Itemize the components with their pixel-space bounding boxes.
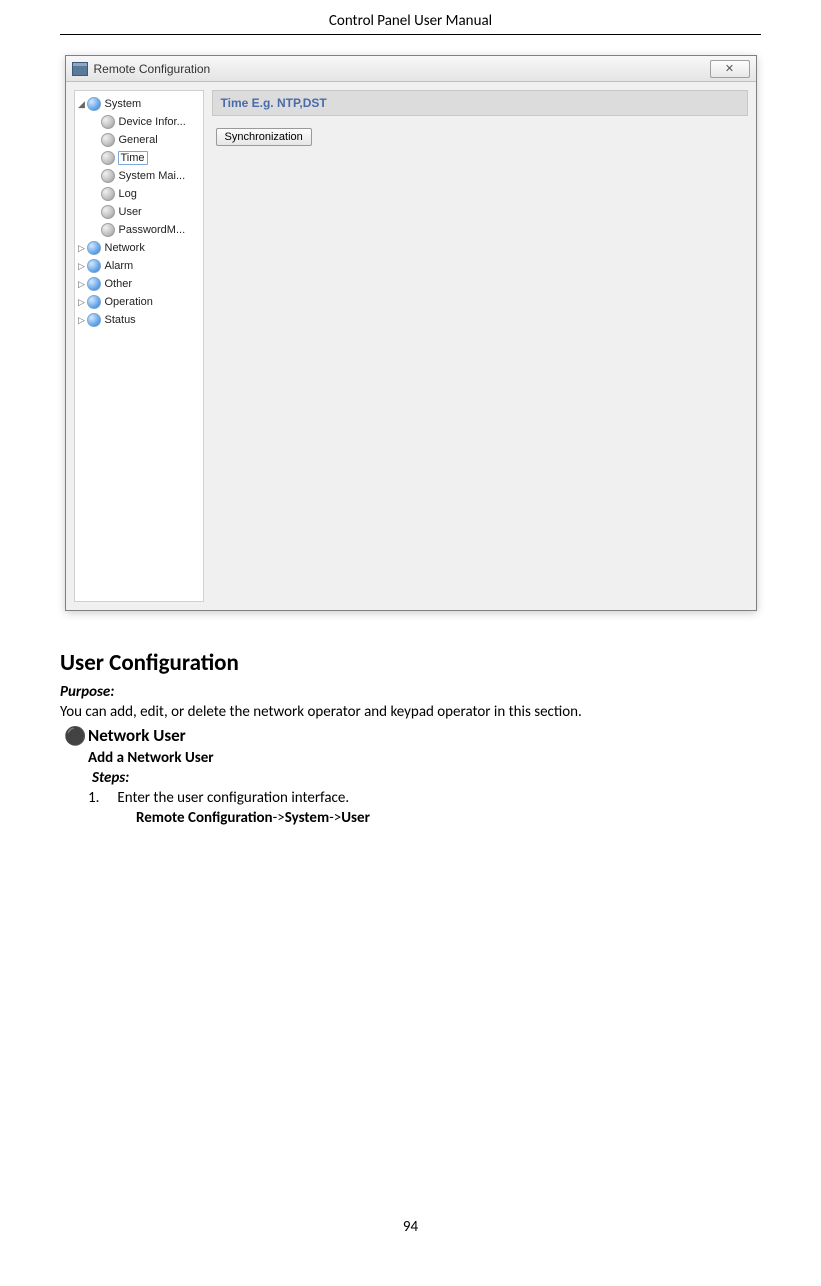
step-number: 1. bbox=[88, 789, 114, 807]
gear-icon bbox=[101, 205, 115, 219]
page-header: Control Panel User Manual bbox=[60, 0, 761, 35]
globe-icon bbox=[87, 97, 101, 111]
expander-icon[interactable]: ▷ bbox=[77, 279, 87, 290]
tree-item-general[interactable]: General bbox=[75, 131, 203, 149]
nav-seg-b: System bbox=[285, 809, 329, 827]
synchronization-button[interactable]: Synchronization bbox=[216, 128, 312, 146]
nav-path: Remote Configuration->System->User bbox=[136, 809, 761, 827]
page-number: 94 bbox=[403, 1218, 418, 1236]
bullet-marker-icon: ⚫ bbox=[60, 725, 88, 747]
tree-label: System Mai... bbox=[118, 170, 187, 182]
window-app-icon bbox=[72, 62, 88, 76]
tree-item-passwordm[interactable]: PasswordM... bbox=[75, 221, 203, 239]
purpose-label: Purpose: bbox=[60, 683, 761, 701]
window-titlebar: Remote Configuration ✕ bbox=[66, 56, 756, 82]
remote-config-window: Remote Configuration ✕ ◢ System Device I… bbox=[65, 55, 757, 611]
tree-item-network[interactable]: ▷ Network bbox=[75, 239, 203, 257]
expander-icon[interactable]: ▷ bbox=[77, 243, 87, 254]
page-footer: 94 bbox=[0, 1218, 821, 1236]
tree-item-system-mai[interactable]: System Mai... bbox=[75, 167, 203, 185]
tree-item-device-info[interactable]: Device Infor... bbox=[75, 113, 203, 131]
main-content-area: Synchronization bbox=[212, 116, 748, 602]
nav-seg-a: Remote Configuration bbox=[136, 809, 273, 827]
bullet-content: Network User Add a Network User Steps: 1… bbox=[88, 725, 761, 827]
tree-item-operation[interactable]: ▷ Operation bbox=[75, 293, 203, 311]
tree-label: Status bbox=[104, 314, 137, 326]
window-title: Remote Configuration bbox=[94, 62, 710, 76]
gear-icon bbox=[101, 133, 115, 147]
tree-item-status[interactable]: ▷ Status bbox=[75, 311, 203, 329]
nav-seg-c: User bbox=[341, 809, 370, 827]
bullet-section: ⚫ Network User Add a Network User Steps:… bbox=[60, 725, 761, 827]
page-content: Remote Configuration ✕ ◢ System Device I… bbox=[0, 35, 821, 827]
section-header: Time E.g. NTP,DST bbox=[212, 90, 748, 116]
tree-panel: ◢ System Device Infor... General Time bbox=[74, 90, 204, 602]
gear-icon bbox=[101, 223, 115, 237]
tree-label: System bbox=[104, 98, 143, 110]
sub-subsection-heading: Add a Network User bbox=[88, 749, 761, 767]
tree-item-system[interactable]: ◢ System bbox=[75, 95, 203, 113]
expander-icon[interactable]: ◢ bbox=[77, 99, 87, 110]
gear-icon bbox=[101, 169, 115, 183]
tree-label: Time bbox=[118, 151, 148, 165]
tree-item-log[interactable]: Log bbox=[75, 185, 203, 203]
globe-icon bbox=[87, 241, 101, 255]
doc-body: User Configuration Purpose: You can add,… bbox=[60, 649, 761, 827]
section-header-text: Time E.g. NTP,DST bbox=[221, 96, 327, 110]
expander-icon[interactable]: ▷ bbox=[77, 297, 87, 308]
close-button[interactable]: ✕ bbox=[710, 60, 750, 78]
globe-icon bbox=[87, 313, 101, 327]
window-body: ◢ System Device Infor... General Time bbox=[66, 82, 756, 610]
gear-icon bbox=[101, 187, 115, 201]
tree-item-user[interactable]: User bbox=[75, 203, 203, 221]
tree-label: Device Infor... bbox=[118, 116, 187, 128]
expander-icon[interactable]: ▷ bbox=[77, 261, 87, 272]
tree-item-other[interactable]: ▷ Other bbox=[75, 275, 203, 293]
tree-label: PasswordM... bbox=[118, 224, 187, 236]
tree-label: Alarm bbox=[104, 260, 135, 272]
purpose-text: You can add, edit, or delete the network… bbox=[60, 703, 761, 721]
tree-item-time[interactable]: Time bbox=[75, 149, 203, 167]
tree-item-alarm[interactable]: ▷ Alarm bbox=[75, 257, 203, 275]
tree-label: General bbox=[118, 134, 159, 146]
section-heading: User Configuration bbox=[60, 649, 761, 677]
tree-label: Log bbox=[118, 188, 138, 200]
tree-label: Other bbox=[104, 278, 134, 290]
tree-label: Operation bbox=[104, 296, 154, 308]
nav-sep: -> bbox=[273, 809, 285, 827]
gear-icon bbox=[101, 151, 115, 165]
step-text: Enter the user configuration interface. bbox=[117, 789, 349, 807]
globe-icon bbox=[87, 295, 101, 309]
steps-label: Steps: bbox=[92, 769, 761, 787]
main-panel: Time E.g. NTP,DST Synchronization bbox=[212, 90, 748, 602]
tree-label: User bbox=[118, 206, 143, 218]
tree-label: Network bbox=[104, 242, 146, 254]
gear-icon bbox=[101, 115, 115, 129]
expander-icon[interactable]: ▷ bbox=[77, 315, 87, 326]
subsection-heading: Network User bbox=[88, 725, 761, 747]
globe-icon bbox=[87, 277, 101, 291]
globe-icon bbox=[87, 259, 101, 273]
header-title: Control Panel User Manual bbox=[329, 12, 492, 30]
nav-sep: -> bbox=[329, 809, 341, 827]
step-line: 1. Enter the user configuration interfac… bbox=[88, 789, 761, 807]
